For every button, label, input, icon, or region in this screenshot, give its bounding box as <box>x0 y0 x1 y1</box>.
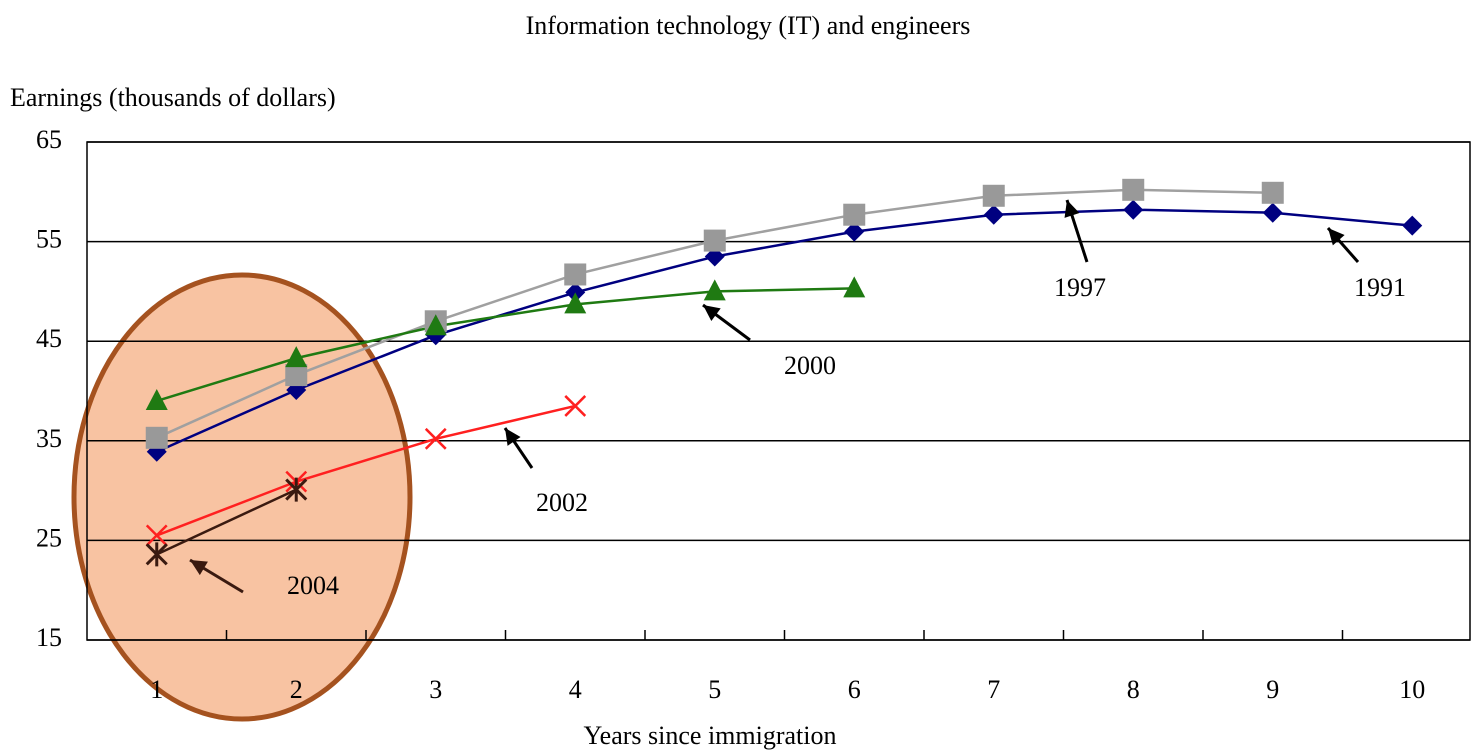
marker <box>145 524 168 547</box>
x-tick-label: 10 <box>1399 675 1425 704</box>
marker <box>843 203 866 226</box>
marker <box>703 279 726 301</box>
marker <box>843 276 866 298</box>
marker <box>564 263 587 286</box>
marker <box>704 246 725 267</box>
marker <box>564 292 587 314</box>
highlight-ellipse <box>71 272 413 722</box>
y-tick-label: 35 <box>36 424 62 453</box>
marker <box>145 388 168 410</box>
plot-border <box>86 141 1471 641</box>
x-tick-label: 5 <box>708 675 721 704</box>
arrow-head <box>1328 228 1345 246</box>
series-label: 2002 <box>536 488 588 517</box>
y-tick-label: 55 <box>36 225 62 254</box>
marker <box>844 221 865 242</box>
x-tick-label: 2 <box>290 675 303 704</box>
x-axis-title: Years since immigration <box>584 721 837 750</box>
arrow-head <box>703 305 721 321</box>
arrow-head <box>190 560 208 576</box>
marker <box>703 229 726 252</box>
marker <box>424 427 447 450</box>
series-label: 2000 <box>784 351 836 380</box>
marker <box>285 364 308 387</box>
series-line <box>156 208 1413 453</box>
marker <box>982 184 1005 207</box>
series-line <box>156 404 576 537</box>
marker <box>145 542 168 567</box>
marker <box>1262 202 1283 223</box>
marker <box>1122 178 1145 201</box>
marker <box>285 346 308 368</box>
marker <box>1261 181 1284 204</box>
series-line <box>156 287 855 403</box>
series-label: 1997 <box>1054 273 1106 302</box>
y-tick-label: 65 <box>36 125 62 154</box>
chart-title: Information technology (IT) and engineer… <box>526 11 971 40</box>
series-line <box>156 488 297 556</box>
marker <box>1123 199 1144 220</box>
arrow-head <box>505 428 521 446</box>
series-label: 2004 <box>287 571 339 600</box>
x-tick-label: 3 <box>429 675 442 704</box>
y-tick-label: 15 <box>36 623 62 652</box>
x-tick-label: 7 <box>987 675 1000 704</box>
marker <box>285 477 308 502</box>
x-tick-label: 1 <box>150 675 163 704</box>
marker <box>1402 215 1423 236</box>
y-tick-label: 45 <box>36 324 62 353</box>
y-tick-label: 25 <box>36 523 62 552</box>
marker <box>424 314 447 336</box>
y-axis-title: Earnings (thousands of dollars) <box>10 83 336 112</box>
marker <box>564 395 587 417</box>
x-tick-label: 4 <box>569 675 582 704</box>
series-label: 1991 <box>1354 273 1406 302</box>
x-tick-label: 9 <box>1266 675 1279 704</box>
x-tick-label: 8 <box>1127 675 1140 704</box>
arrow-head <box>1064 200 1080 218</box>
marker <box>145 426 168 449</box>
marker <box>983 204 1004 225</box>
x-tick-label: 6 <box>848 675 861 704</box>
